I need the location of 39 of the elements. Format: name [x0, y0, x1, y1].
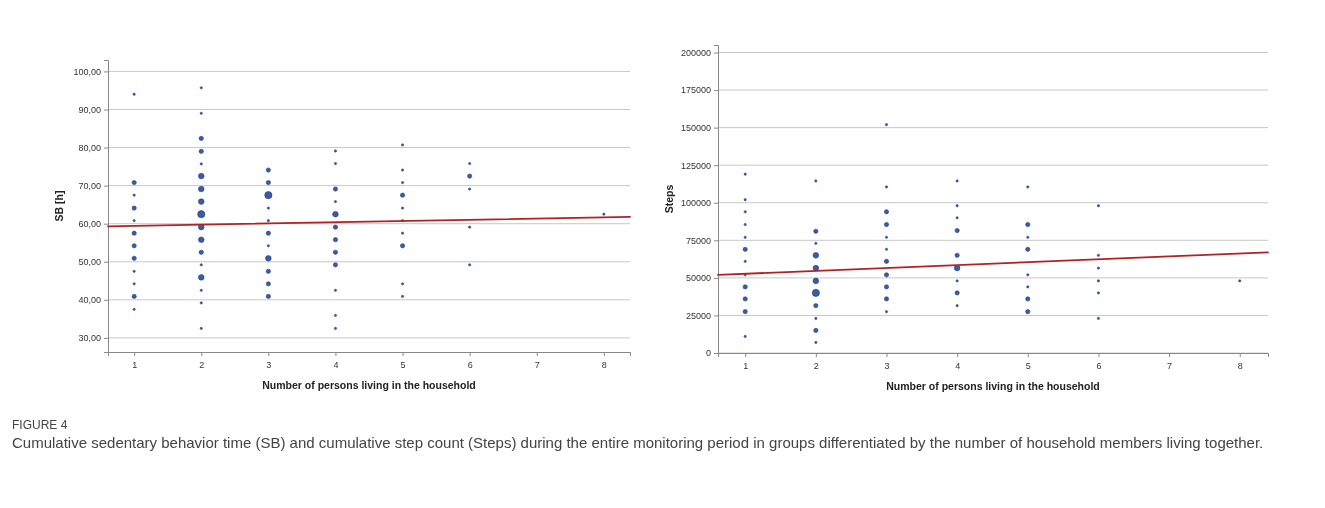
y-tick-label: 40,00	[78, 295, 101, 306]
x-tick-label: 8	[1237, 361, 1243, 372]
y-tick-label: 0	[705, 348, 711, 359]
x-tick-label: 2	[199, 360, 205, 371]
y-tick-label: 175000	[680, 85, 711, 96]
x-tick-label: 5	[400, 360, 406, 371]
y-tick-label: 100000	[680, 198, 711, 209]
y-tick-label: 75000	[685, 235, 711, 246]
x-tick-label: 6	[1096, 361, 1102, 372]
y-axis-title: SB [h]	[53, 190, 65, 222]
y-tick-label: 25000	[685, 310, 711, 321]
text: Cumulative sedentary behavior time (SB) and cumulative step count (Steps) during the entire monitoring period in groups differentiated by the number of household members living together.	[12, 433, 1265, 453]
x-tick-label: 4	[333, 360, 339, 371]
x-axis-title: Number of persons living in the household	[262, 379, 476, 391]
y-tick-label: 50,00	[78, 257, 101, 268]
y-tick-label: 150000	[680, 123, 711, 134]
x-tick-label: 1	[743, 361, 749, 372]
x-axis-title: Number of persons living in the household	[886, 380, 1100, 392]
x-tick-label: 7	[1167, 361, 1173, 372]
caption: FIGURE 4	[12, 418, 68, 432]
y-tick-label: 60,00	[78, 219, 101, 230]
x-tick-label: 6	[467, 360, 473, 371]
x-tick-label: 5	[1025, 361, 1031, 372]
y-tick-label: 30,00	[78, 333, 101, 344]
y-tick-label: 125000	[680, 160, 711, 171]
x-tick-label: 8	[601, 360, 607, 371]
y-tick-label: 80,00	[78, 142, 101, 153]
y-tick-label: 100,00	[73, 66, 101, 77]
x-tick-label: 1	[132, 360, 138, 371]
y-tick-label: 200000	[680, 47, 711, 58]
y-tick-label: 70,00	[78, 181, 101, 192]
x-tick-label: 3	[884, 361, 890, 372]
x-tick-label: 7	[534, 360, 540, 371]
y-tick-label: 50000	[685, 273, 711, 284]
x-tick-label: 3	[266, 360, 272, 371]
x-tick-label: 4	[955, 361, 961, 372]
y-tick-label: 90,00	[78, 104, 101, 115]
y-axis-title: Steps	[663, 184, 675, 214]
x-tick-label: 2	[813, 361, 819, 372]
